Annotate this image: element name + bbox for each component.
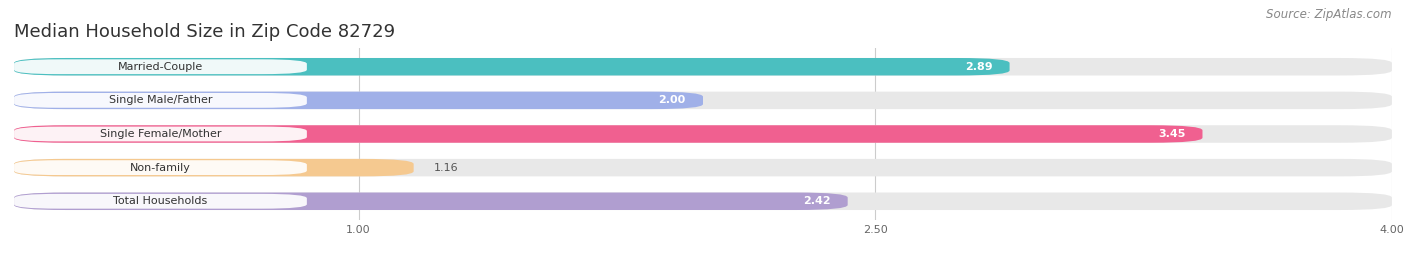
FancyBboxPatch shape [14, 159, 413, 176]
FancyBboxPatch shape [14, 125, 1392, 143]
Text: Married-Couple: Married-Couple [118, 62, 202, 72]
FancyBboxPatch shape [14, 58, 1392, 76]
FancyBboxPatch shape [14, 59, 307, 74]
Text: Non-family: Non-family [129, 163, 191, 173]
Text: 2.00: 2.00 [658, 95, 686, 105]
Text: Single Male/Father: Single Male/Father [108, 95, 212, 105]
FancyBboxPatch shape [14, 192, 1392, 210]
FancyBboxPatch shape [14, 125, 1202, 143]
Text: 2.42: 2.42 [803, 196, 831, 206]
FancyBboxPatch shape [14, 126, 307, 142]
FancyBboxPatch shape [14, 159, 1392, 176]
Text: Median Household Size in Zip Code 82729: Median Household Size in Zip Code 82729 [14, 23, 395, 41]
FancyBboxPatch shape [14, 194, 307, 209]
FancyBboxPatch shape [14, 160, 307, 175]
Text: Total Households: Total Households [114, 196, 208, 206]
FancyBboxPatch shape [14, 92, 703, 109]
FancyBboxPatch shape [14, 58, 1010, 76]
FancyBboxPatch shape [14, 93, 307, 108]
Text: 1.16: 1.16 [434, 163, 458, 173]
Text: 2.89: 2.89 [965, 62, 993, 72]
Text: 3.45: 3.45 [1159, 129, 1185, 139]
Text: Source: ZipAtlas.com: Source: ZipAtlas.com [1267, 8, 1392, 21]
Text: Single Female/Mother: Single Female/Mother [100, 129, 221, 139]
FancyBboxPatch shape [14, 92, 1392, 109]
FancyBboxPatch shape [14, 192, 848, 210]
